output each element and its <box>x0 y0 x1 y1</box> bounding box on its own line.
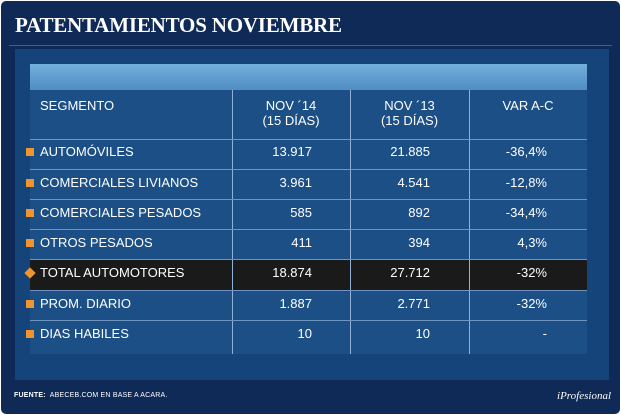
square-bullet-icon <box>26 209 34 217</box>
header-nov14: NOV ´14 (15 DÍAS) <box>232 98 350 128</box>
cell-segment: PROM. DIARIO <box>40 296 132 311</box>
cell-nov13: 4.541 <box>397 175 430 190</box>
cell-nov14: 10 <box>297 326 312 341</box>
cell-segment: COMERCIALES LIVIANOS <box>40 175 199 190</box>
column-divider <box>469 90 470 354</box>
cell-var: - <box>542 326 547 341</box>
cell-nov13: 2.771 <box>397 296 430 311</box>
cell-segment: TOTAL AUTOMOTORES <box>40 265 185 280</box>
page-title: PATENTAMIENTOS NOVIEMBRE <box>15 13 342 37</box>
cell-segment: DIAS HABILES <box>40 326 129 341</box>
source-text: ABECEB.COM EN BASE A ACARA. <box>49 392 168 399</box>
cell-nov14: 1.887 <box>279 296 312 311</box>
square-bullet-icon <box>26 300 34 308</box>
header-nov14-sub: (15 DÍAS) <box>262 113 320 128</box>
cell-var: -12,8% <box>505 175 547 190</box>
cell-var: -32% <box>516 296 547 311</box>
cell-nov14: 13.917 <box>272 144 312 159</box>
cell-segment: COMERCIALES PESADOS <box>40 205 202 220</box>
row-divider <box>30 199 587 200</box>
cell-nov13: 892 <box>408 205 430 220</box>
header-divider <box>30 139 587 140</box>
square-bullet-icon <box>26 239 34 247</box>
cell-nov13: 21.885 <box>390 144 430 159</box>
header-nov13-label: NOV ´13 <box>384 98 435 113</box>
cell-nov13: 10 <box>415 326 430 341</box>
cell-var: -32% <box>516 265 547 280</box>
column-divider <box>232 90 233 354</box>
cell-segment: OTROS PESADOS <box>40 235 153 250</box>
cell-nov14: 411 <box>291 235 312 250</box>
row-divider <box>30 290 587 291</box>
column-divider <box>350 90 351 354</box>
square-bullet-icon <box>26 148 34 156</box>
cell-var: -34,4% <box>505 205 547 220</box>
cell-var: 4,3% <box>517 235 547 250</box>
square-bullet-icon <box>26 330 34 338</box>
source-label: FUENTE: <box>14 392 46 399</box>
highlight-row <box>30 259 587 290</box>
row-divider <box>30 259 587 260</box>
header-segmento: SEGMENTO <box>40 98 115 113</box>
header-nov14-label: NOV ´14 <box>265 98 317 113</box>
cell-var: -36,4% <box>505 144 547 159</box>
cell-nov14: 3.961 <box>279 175 312 190</box>
header-var: VAR A-C <box>502 98 554 113</box>
source-note: FUENTE: ABECEB.COM EN BASE A ACARA. <box>14 392 168 399</box>
row-divider <box>30 320 587 321</box>
cell-segment: AUTOMÓVILES <box>40 144 134 159</box>
cell-nov13: 27.712 <box>390 265 430 280</box>
header-nov13-sub: (15 DÍAS) <box>380 113 439 128</box>
square-bullet-icon <box>26 179 34 187</box>
title-divider <box>9 45 612 46</box>
cell-nov14: 585 <box>290 205 312 220</box>
table-grid <box>30 90 587 354</box>
row-divider <box>30 169 587 170</box>
brand-logo: iProfesional <box>557 390 611 402</box>
header-nov13: NOV ´13 (15 DÍAS) <box>350 98 469 128</box>
cell-nov13: 394 <box>408 235 430 250</box>
row-divider <box>30 229 587 230</box>
table-top-bar <box>30 64 587 90</box>
cell-nov14: 18.874 <box>272 265 312 280</box>
